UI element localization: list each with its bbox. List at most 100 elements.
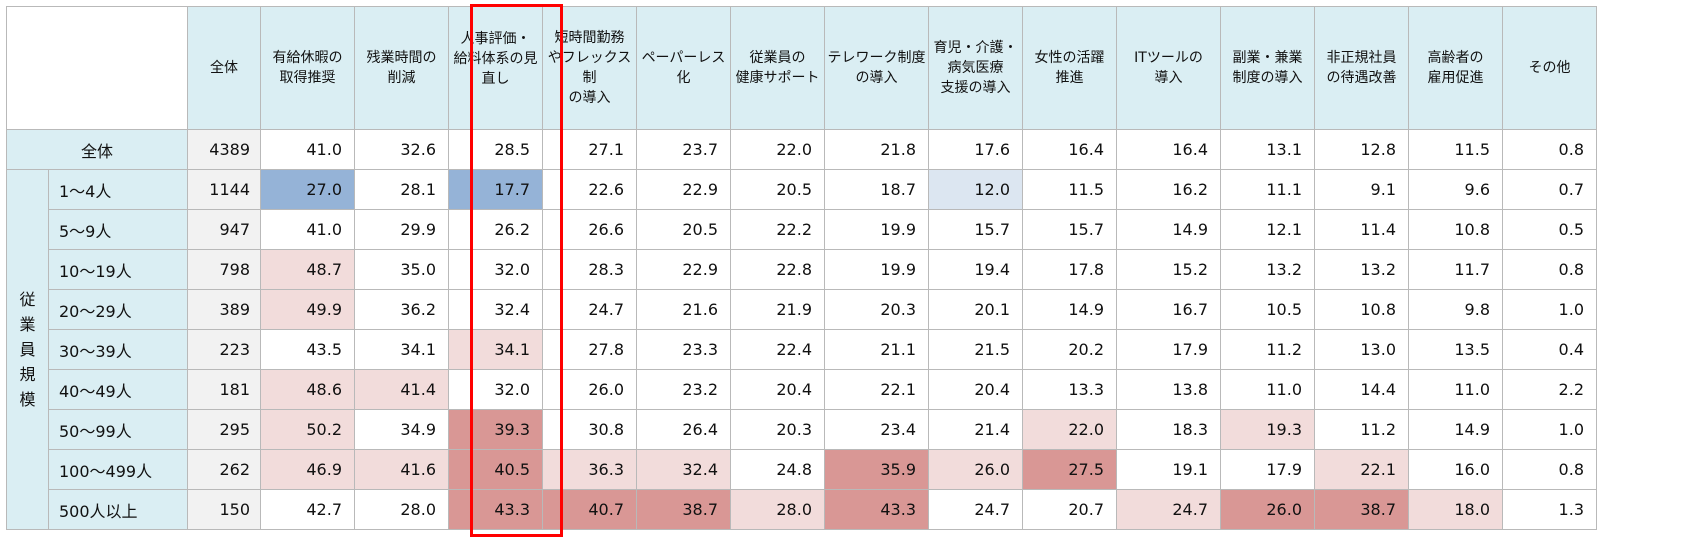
value-cell: 15.7 [928, 209, 1023, 250]
value-cell: 10.8 [1314, 289, 1409, 330]
value-cell: 23.2 [636, 369, 731, 410]
header-total: 全体 [187, 6, 261, 130]
corner-cell [6, 6, 188, 130]
value-cell: 14.4 [1314, 369, 1409, 410]
value-cell: 0.8 [1502, 449, 1597, 490]
value-cell: 27.8 [542, 329, 637, 370]
value-cell: 11.1 [1220, 169, 1315, 210]
sample-size: 389 [187, 289, 261, 330]
value-cell: 48.7 [260, 249, 355, 290]
value-cell: 19.3 [1220, 409, 1315, 450]
header-col-7: テレワーク制度 の導入 [824, 6, 929, 130]
value-cell: 17.6 [928, 129, 1023, 170]
header-col-8: 育児・介護・ 病気医療 支援の導入 [928, 6, 1023, 130]
header-col-4: 短時間勤務 やフレックス制 の導入 [542, 6, 637, 130]
value-cell: 13.8 [1116, 369, 1221, 410]
value-cell: 43.3 [824, 489, 929, 530]
row-label: 50～99人 [48, 409, 188, 450]
value-cell: 10.5 [1220, 289, 1315, 330]
value-cell: 18.3 [1116, 409, 1221, 450]
row-label: 40～49人 [48, 369, 188, 410]
row-label: 500人以上 [48, 489, 188, 530]
value-cell: 28.3 [542, 249, 637, 290]
sample-size: 947 [187, 209, 261, 250]
value-cell: 11.7 [1408, 249, 1503, 290]
value-cell: 32.0 [448, 249, 543, 290]
value-cell: 36.3 [542, 449, 637, 490]
value-cell: 11.5 [1408, 129, 1503, 170]
value-cell: 41.0 [260, 129, 355, 170]
value-cell: 26.4 [636, 409, 731, 450]
value-cell: 41.4 [354, 369, 449, 410]
value-cell: 26.0 [928, 449, 1023, 490]
value-cell: 20.3 [730, 409, 825, 450]
value-cell: 32.4 [448, 289, 543, 330]
value-cell: 11.5 [1022, 169, 1117, 210]
group-label: 従 業 員 規 模 [6, 169, 49, 530]
table-row: 50～99人 295 50.2 34.9 39.3 30.8 26.4 20.3 23.4 21.… [7, 409, 1597, 450]
row-label: 5～9人 [48, 209, 188, 250]
value-cell: 20.4 [730, 369, 825, 410]
value-cell: 23.4 [824, 409, 929, 450]
value-cell: 29.9 [354, 209, 449, 250]
value-cell: 26.2 [448, 209, 543, 250]
value-cell: 38.7 [1314, 489, 1409, 530]
value-cell: 14.9 [1408, 409, 1503, 450]
value-cell: 22.8 [730, 249, 825, 290]
value-cell: 48.6 [260, 369, 355, 410]
value-cell: 19.9 [824, 249, 929, 290]
value-cell: 13.0 [1314, 329, 1409, 370]
value-cell: 0.4 [1502, 329, 1597, 370]
value-cell: 30.8 [542, 409, 637, 450]
value-cell: 15.2 [1116, 249, 1221, 290]
value-cell: 15.7 [1022, 209, 1117, 250]
value-cell: 24.7 [1116, 489, 1221, 530]
value-cell: 13.2 [1314, 249, 1409, 290]
value-cell: 19.9 [824, 209, 929, 250]
value-cell: 20.5 [730, 169, 825, 210]
value-cell: 32.0 [448, 369, 543, 410]
value-cell: 26.0 [1220, 489, 1315, 530]
sample-size: 262 [187, 449, 261, 490]
value-cell: 40.7 [542, 489, 637, 530]
value-cell: 24.7 [542, 289, 637, 330]
header-col-2: 残業時間の 削減 [354, 6, 449, 130]
value-cell: 32.6 [354, 129, 449, 170]
value-cell: 19.4 [928, 249, 1023, 290]
value-cell: 26.6 [542, 209, 637, 250]
header-col-14: その他 [1502, 6, 1597, 130]
value-cell: 17.9 [1220, 449, 1315, 490]
value-cell: 41.0 [260, 209, 355, 250]
value-cell: 22.2 [730, 209, 825, 250]
value-cell: 16.4 [1022, 129, 1117, 170]
header-col-3: 人事評価・ 給料体系の見 直し [448, 6, 543, 130]
value-cell: 27.5 [1022, 449, 1117, 490]
value-cell: 13.5 [1408, 329, 1503, 370]
value-cell: 34.1 [448, 329, 543, 370]
value-cell: 38.7 [636, 489, 731, 530]
value-cell: 22.6 [542, 169, 637, 210]
header-col-11: 副業・兼業 制度の導入 [1220, 6, 1315, 130]
value-cell: 1.3 [1502, 489, 1597, 530]
header-col-1: 有給休暇の 取得推奨 [260, 6, 355, 130]
value-cell: 27.0 [260, 169, 355, 210]
value-cell: 9.1 [1314, 169, 1409, 210]
value-cell: 16.7 [1116, 289, 1221, 330]
value-cell: 21.5 [928, 329, 1023, 370]
value-cell: 2.2 [1502, 369, 1597, 410]
value-cell: 21.9 [730, 289, 825, 330]
value-cell: 12.0 [928, 169, 1023, 210]
value-cell: 20.5 [636, 209, 731, 250]
sample-size: 4389 [187, 129, 261, 170]
sample-size: 181 [187, 369, 261, 410]
value-cell: 1.0 [1502, 409, 1597, 450]
value-cell: 9.6 [1408, 169, 1503, 210]
value-cell: 13.3 [1022, 369, 1117, 410]
value-cell: 22.9 [636, 169, 731, 210]
row-label: 30～39人 [48, 329, 188, 370]
value-cell: 20.7 [1022, 489, 1117, 530]
table-row: 5～9人 947 41.0 29.9 26.2 26.6 20.5 22.2 19.9 15.7 1… [7, 209, 1597, 250]
row-label: 1～4人 [48, 169, 188, 210]
value-cell: 18.7 [824, 169, 929, 210]
value-cell: 21.6 [636, 289, 731, 330]
